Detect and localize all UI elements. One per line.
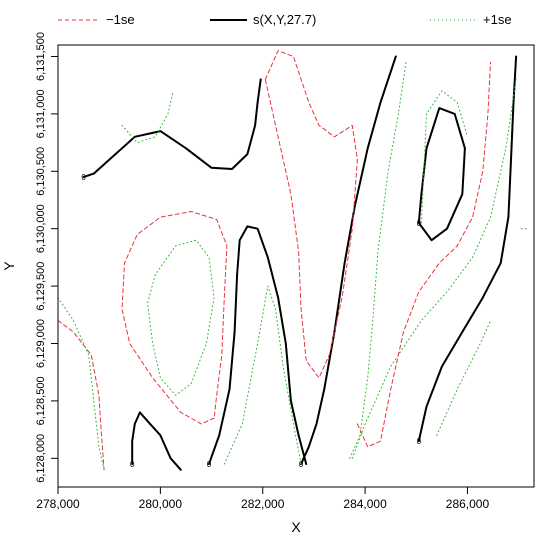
contour-labels: 0 0 0 0 0 0 <box>81 173 421 469</box>
contour-label: 0 <box>81 173 86 182</box>
x-tick-label: 282,000 <box>241 497 285 511</box>
contour-line <box>356 61 491 448</box>
x-tick-label: 280,000 <box>139 497 183 511</box>
y-axis-label: Y <box>1 261 17 271</box>
contour-label: 0 <box>130 460 135 469</box>
y-tick-label: 6,129,000 <box>35 319 47 368</box>
contour-line <box>223 285 302 465</box>
y-tick-label: 6,129,500 <box>35 262 47 311</box>
contour-line <box>131 411 182 471</box>
contour-line <box>351 78 517 459</box>
x-axis: 278,000 280,000 282,000 284,000 286,000 <box>36 486 490 511</box>
y-axis: 6,128,000 6,128,500 6,129,000 6,129,500 6,13… <box>35 32 59 483</box>
contour-label: 0 <box>417 437 422 446</box>
legend-label: +1se <box>483 12 512 27</box>
contour-line <box>417 107 466 242</box>
contour-lines <box>57 50 527 471</box>
contour-line <box>121 90 174 144</box>
x-tick-label: 284,000 <box>343 497 387 511</box>
x-tick-label: 278,000 <box>36 497 80 511</box>
contour-label: 0 <box>417 219 422 228</box>
contour-line <box>57 297 105 471</box>
contour-line <box>57 320 105 471</box>
x-tick-label: 286,000 <box>446 497 490 511</box>
contour-line <box>264 50 358 379</box>
contour-line <box>300 55 397 465</box>
y-tick-label: 6,128,000 <box>35 434 47 483</box>
y-tick-label: 6,131,500 <box>35 32 47 81</box>
contour-line <box>420 90 468 224</box>
contour-line <box>121 211 228 425</box>
y-tick-label: 6,130,000 <box>35 204 47 253</box>
legend-label: −1se <box>106 12 135 27</box>
contour-label: 0 <box>207 460 212 469</box>
legend: −1se s(X,Y,27.7) +1se <box>58 12 512 27</box>
legend-label: s(X,Y,27.7) <box>253 12 316 27</box>
y-tick-label: 6,130,500 <box>35 147 47 196</box>
contour-line <box>82 78 262 178</box>
contour-line <box>208 225 308 465</box>
y-tick-label: 6,131,000 <box>35 89 47 138</box>
y-tick-label: 6,128,500 <box>35 376 47 425</box>
x-axis-label: X <box>291 519 301 535</box>
contour-label: 0 <box>299 460 304 469</box>
contour-line <box>436 320 491 436</box>
contour-line <box>147 239 215 396</box>
contour-line <box>349 61 407 459</box>
contour-line <box>417 55 518 443</box>
